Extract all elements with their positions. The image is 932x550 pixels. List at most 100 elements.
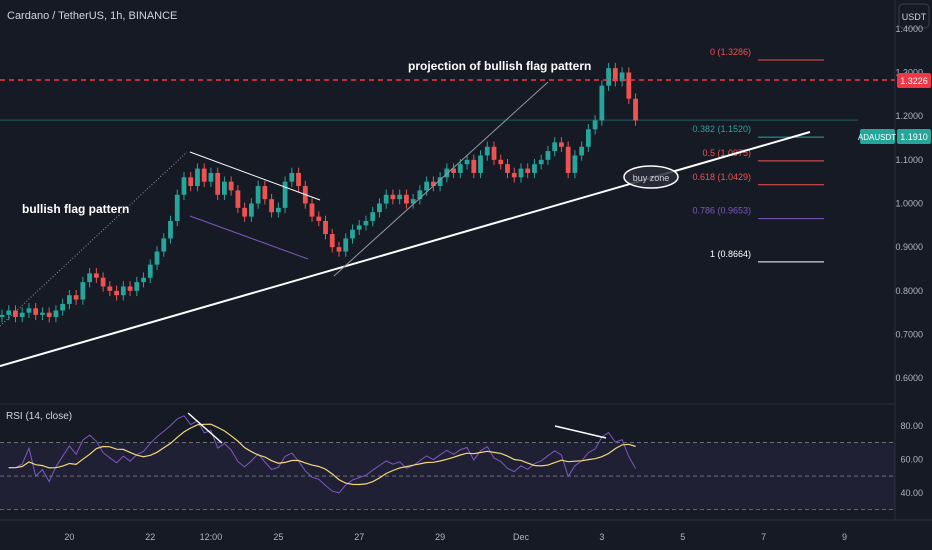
candle <box>633 93 638 126</box>
resistance-price-badge <box>897 73 931 88</box>
candle-body <box>19 312 25 318</box>
candle-body <box>120 286 126 296</box>
fib-retracement[interactable]: 0 (1.3286) 0.382 (1.1520) 0.5 (1.0975) 0.61… <box>692 47 824 263</box>
rsi-indicator: 80.00 60.00 40.00 <box>0 415 923 511</box>
candle-body <box>336 247 342 252</box>
rsi-tick-label: 40.00 <box>900 488 923 498</box>
candle-body <box>60 303 66 311</box>
candle <box>572 150 578 179</box>
candle <box>195 163 200 192</box>
candle <box>545 145 551 166</box>
candle <box>350 224 355 244</box>
currency-button[interactable] <box>898 3 930 29</box>
candle-body <box>323 220 328 235</box>
projection-line[interactable] <box>333 81 549 277</box>
candle <box>579 141 585 161</box>
candle <box>114 285 119 301</box>
candle <box>397 189 403 205</box>
candle-body <box>478 155 483 173</box>
candle <box>289 167 295 187</box>
candle <box>141 272 146 288</box>
price-tick-label: 1.1000 <box>895 155 923 165</box>
candle <box>383 189 389 209</box>
time-tick-label: 22 <box>145 532 155 542</box>
candle <box>599 80 605 126</box>
candle <box>107 281 113 297</box>
candle-body <box>93 273 99 278</box>
current-symbol-badge <box>860 129 895 144</box>
candle <box>73 289 79 305</box>
rsi-divergence-line-right[interactable] <box>554 425 607 439</box>
candle <box>309 198 315 222</box>
candle-body <box>168 220 173 239</box>
candle-body <box>141 277 146 283</box>
candle-body <box>559 142 564 147</box>
price-axis-ticks: 1.4000 1.3000 1.2000 1.1000 1.0000 0.9000 0.80… <box>0 24 923 383</box>
candle <box>147 259 153 283</box>
candle-body <box>215 172 221 195</box>
candle <box>275 202 281 218</box>
candle <box>619 67 625 87</box>
candle <box>201 163 207 187</box>
candle <box>417 185 423 205</box>
candle <box>269 193 274 218</box>
flag-pattern-label-bg <box>18 199 116 219</box>
candle <box>430 176 436 192</box>
candle <box>525 163 531 179</box>
candle-body <box>235 190 241 208</box>
rsi-moving-average-line <box>8 423 636 486</box>
candle <box>242 202 248 222</box>
flag-pattern-label[interactable]: bullish flag pattern <box>22 202 129 216</box>
candle-body <box>532 164 537 173</box>
candle-body <box>161 238 167 252</box>
candle <box>323 215 328 240</box>
candle <box>134 276 140 297</box>
candle-body <box>80 282 86 300</box>
rsi-divergence-line-left[interactable] <box>187 412 223 444</box>
candle-body <box>498 159 504 165</box>
candle <box>0 309 5 323</box>
candle-body <box>363 220 369 226</box>
buy-zone-ellipse[interactable] <box>623 165 679 189</box>
candle <box>60 298 66 316</box>
candle-body <box>228 181 234 191</box>
flag-upper-line[interactable] <box>189 151 321 201</box>
candle <box>585 124 591 152</box>
buy-zone-label: buy zone <box>633 173 670 183</box>
candle-body <box>114 290 119 296</box>
candle <box>498 154 504 170</box>
candle-body <box>329 234 335 248</box>
candlestick-series <box>0 62 638 323</box>
candle-body <box>26 308 32 313</box>
price-tick-label: 1.2000 <box>895 111 923 121</box>
candle <box>53 305 59 323</box>
candle-body <box>451 168 456 173</box>
candle-body <box>471 159 477 173</box>
candle-body <box>444 168 450 178</box>
candle-body <box>377 203 382 213</box>
candle-body <box>511 172 517 178</box>
symbol-title[interactable]: Cardano / TetherUS, 1h, BINANCE <box>7 10 177 22</box>
candle <box>46 307 52 323</box>
candle <box>248 198 254 222</box>
flagpole-projection-line[interactable] <box>0 151 188 327</box>
time-tick-label: 29 <box>435 532 445 542</box>
flag-lower-line[interactable] <box>189 215 309 260</box>
candle-body <box>383 194 389 204</box>
candle-body <box>255 186 261 204</box>
rsi-title[interactable]: RSI (14, close) <box>6 411 72 422</box>
flag-projection-label[interactable]: projection of bullish flag pattern <box>408 59 591 73</box>
candle <box>457 158 463 179</box>
candle <box>13 305 18 323</box>
candle-body <box>390 194 396 200</box>
candle-body <box>6 310 12 315</box>
candle-body <box>538 159 544 165</box>
current-symbol-badge-text: ADAUSDT <box>858 133 896 142</box>
candle-body <box>565 146 571 173</box>
candle <box>444 163 450 183</box>
price-tick-label: 0.9000 <box>895 242 923 252</box>
time-tick-label: Dec <box>513 532 530 542</box>
candle-body <box>585 129 591 147</box>
candle <box>100 272 106 292</box>
fib-level-label: 0 (1.3286) <box>710 47 751 57</box>
